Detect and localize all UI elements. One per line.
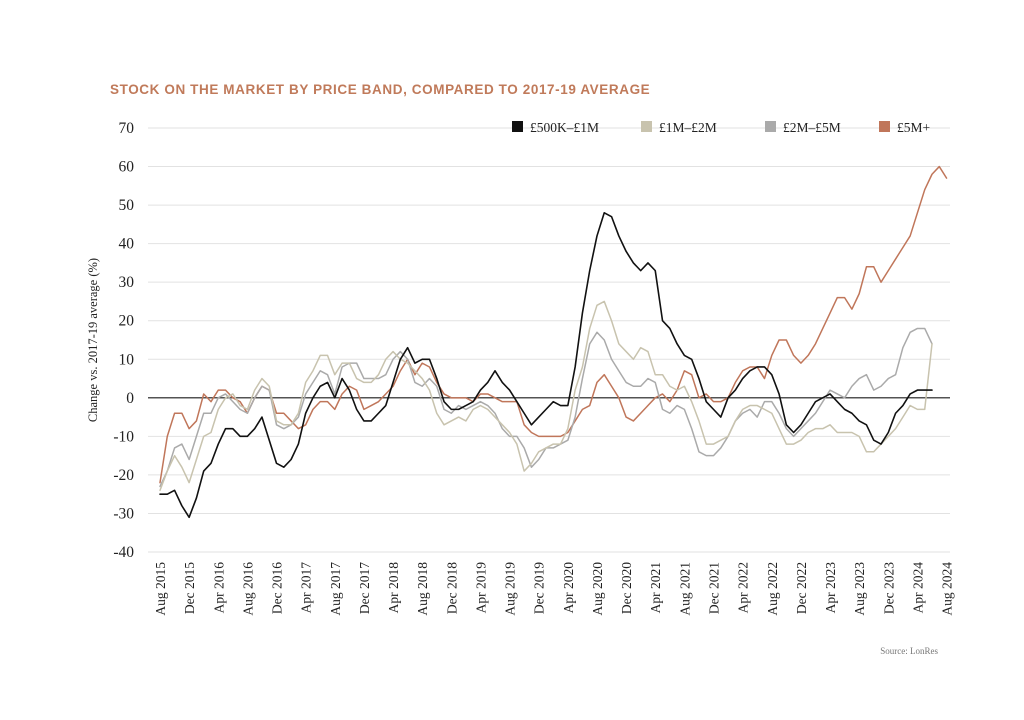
- y-tick-label: 40: [119, 236, 135, 253]
- y-tick-label: 60: [119, 159, 135, 176]
- y-tick-label: -40: [113, 544, 134, 561]
- x-tick-label: Apr 2022: [736, 562, 751, 613]
- x-tick-label: Aug 2021: [677, 562, 692, 616]
- y-tick-label: 50: [119, 197, 135, 214]
- x-tick-label: Dec 2019: [532, 562, 547, 614]
- legend-label: £5M+: [897, 120, 930, 135]
- x-tick-label: Apr 2017: [299, 562, 314, 614]
- x-tick-label: Dec 2022: [794, 562, 809, 614]
- legend: £500K–£1M £1M–£2M £2M–£5M £5M+: [512, 120, 930, 135]
- x-tick-label: Dec 2015: [182, 562, 197, 614]
- legend-label: £500K–£1M: [530, 120, 599, 135]
- chart-title: STOCK ON THE MARKET BY PRICE BAND, COMPA…: [110, 82, 651, 97]
- x-tick-label: Aug 2019: [503, 562, 518, 616]
- x-tick-label: Aug 2017: [328, 562, 343, 616]
- legend-swatch: [879, 121, 890, 132]
- x-tick-label: Dec 2016: [270, 562, 285, 614]
- x-tick-label: Aug 2015: [153, 562, 168, 616]
- x-tick-label: Apr 2023: [823, 562, 838, 614]
- series-line-0: [159, 212, 933, 519]
- x-tick-label: Aug 2020: [590, 562, 605, 616]
- x-tick-label: Apr 2021: [648, 562, 663, 613]
- legend-label: £1M–£2M: [659, 120, 717, 135]
- x-tick-label: Aug 2018: [415, 562, 430, 616]
- x-tick-label: Aug 2022: [765, 562, 780, 616]
- source-note: Source: LonRes: [880, 646, 938, 656]
- x-tick-label: Apr 2019: [473, 562, 488, 614]
- legend-swatch: [641, 121, 652, 132]
- x-tick-label: Aug 2024: [940, 562, 955, 616]
- x-tick-label: Aug 2016: [240, 562, 255, 616]
- x-tick-label: Apr 2018: [386, 562, 401, 614]
- x-tick-label: Aug 2023: [852, 562, 867, 616]
- y-tick-label: 0: [126, 390, 134, 407]
- x-tick-label: Dec 2020: [619, 562, 634, 614]
- y-tick-label: -10: [113, 428, 134, 445]
- legend-label: £2M–£5M: [783, 120, 841, 135]
- x-tick-label: Apr 2020: [561, 562, 576, 614]
- y-tick-label: -20: [113, 467, 134, 484]
- series-line-3: [159, 165, 948, 484]
- y-tick-label: 70: [119, 120, 135, 137]
- gridlines: [148, 127, 950, 553]
- y-axis-label: Change vs. 2017-19 average (%): [86, 258, 100, 422]
- legend-swatch: [765, 121, 776, 132]
- y-tick-label: 30: [119, 274, 135, 291]
- x-tick-label: Dec 2017: [357, 562, 372, 614]
- x-tick-label: Apr 2024: [910, 562, 925, 614]
- x-axis-ticks: Aug 2015 Dec 2015 Apr 2016 Aug 2016 Dec 2016…: [153, 562, 955, 616]
- x-tick-label: Dec 2021: [707, 562, 722, 614]
- x-tick-label: Dec 2018: [444, 562, 459, 614]
- y-tick-label: 10: [119, 351, 135, 368]
- series-lines: [159, 165, 948, 519]
- series-line-1: [159, 300, 933, 492]
- x-tick-label: Dec 2023: [881, 562, 896, 614]
- y-tick-label: 20: [119, 313, 135, 330]
- y-axis-ticks: 70 60 50 40 30 20 10 0 -10 -20 -30 -40: [113, 120, 134, 561]
- legend-swatch: [512, 121, 523, 132]
- y-tick-label: -30: [113, 505, 134, 522]
- x-tick-label: Apr 2016: [211, 562, 226, 614]
